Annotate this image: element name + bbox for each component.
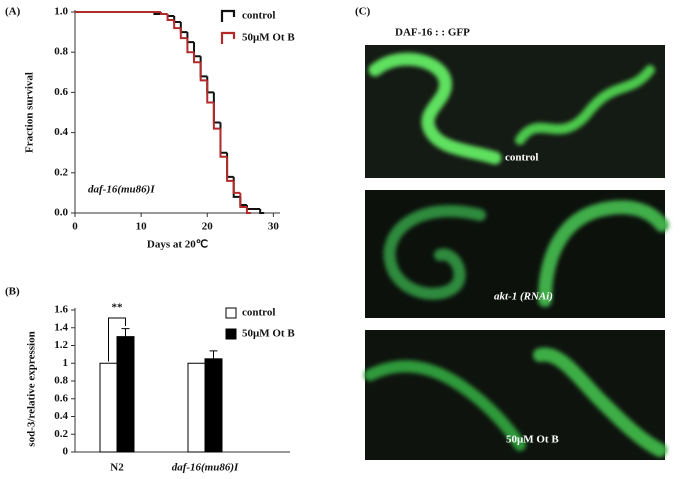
- survival-step: [232, 180, 241, 194]
- bar: [204, 358, 223, 453]
- y-tick-label: 0.6: [54, 392, 68, 404]
- survival-step: [186, 38, 195, 54]
- y-tick-label: 0.8: [54, 46, 68, 58]
- legend-label: 50μM Ot B: [242, 32, 295, 44]
- survival-step: [206, 80, 214, 104]
- panel-label: (B): [5, 286, 20, 298]
- panel-label: (C): [355, 6, 371, 18]
- error-bar: [209, 350, 218, 359]
- legend-swatch: [220, 9, 236, 22]
- survival-step: [179, 28, 188, 40]
- survival-step: [199, 62, 208, 82]
- image-label: akt-1 (RNAi): [494, 291, 553, 303]
- x-tick-label: daf-16(mu86)I: [172, 462, 239, 474]
- legend-label: 50μM Ot B: [242, 328, 295, 340]
- survival-step: [219, 128, 228, 158]
- y-tick-label: 0.8: [54, 375, 68, 387]
- survival-step: [239, 192, 247, 208]
- image-label: control: [505, 152, 538, 164]
- annotation: **: [112, 302, 124, 314]
- y-tick-label: 1.2: [54, 339, 68, 351]
- x-tick-label: 0: [72, 221, 78, 233]
- micrograph: 50μM Ot B: [364, 330, 667, 460]
- y-tick-label: 0.2: [54, 166, 68, 178]
- x-tick-label: 10: [136, 221, 148, 233]
- y-tick-label: 0.0: [54, 207, 68, 219]
- y-tick-label: 0.6: [54, 86, 68, 98]
- legend-label: control: [242, 10, 275, 22]
- x-tick-label: 30: [268, 221, 280, 233]
- image-title: DAF-16 : : GFP: [395, 27, 470, 39]
- legend-label: control: [242, 307, 275, 319]
- y-tick-label: 1.4: [54, 321, 68, 333]
- survival-step: [159, 12, 168, 16]
- panel-label: (A): [5, 6, 21, 18]
- y-tick-label: 0: [63, 446, 69, 458]
- y-tick-label: 0.4: [54, 410, 68, 422]
- bar: [187, 362, 206, 453]
- survival-step: [193, 52, 201, 64]
- survival-step: [245, 206, 251, 214]
- x-tick-label: N2: [110, 462, 124, 474]
- y-axis-label: sod-3/relative expression: [26, 331, 38, 446]
- y-tick-label: 1.0: [54, 6, 68, 18]
- survival-step: [245, 204, 261, 210]
- y-axis-label: Fraction survival: [24, 72, 36, 153]
- error-bar: [121, 328, 130, 337]
- bar: [116, 336, 135, 453]
- y-tick-label: 1.6: [54, 304, 68, 316]
- x-axis-label: Days at 20℃: [147, 239, 208, 251]
- y-tick-label: 0.4: [54, 126, 68, 138]
- survival-step: [173, 20, 181, 30]
- survival-step: [166, 14, 175, 22]
- significance-bracket: [108, 317, 126, 362]
- micrograph: control: [365, 45, 665, 178]
- survival-step: [226, 156, 234, 182]
- y-tick-label: 1: [63, 357, 69, 369]
- survival-step: [212, 102, 221, 130]
- survival-step: [259, 208, 265, 214]
- annotation: daf-16(mu86)I: [88, 184, 155, 196]
- legend-swatch: [220, 31, 236, 44]
- y-tick-label: 0.2: [54, 428, 68, 440]
- legend-swatch: [225, 328, 237, 340]
- bar: [99, 362, 118, 453]
- legend-swatch: [225, 307, 237, 319]
- x-tick-label: 20: [202, 221, 214, 233]
- image-label: 50μM Ot B: [506, 434, 559, 446]
- micrograph: akt-1 (RNAi): [365, 190, 669, 318]
